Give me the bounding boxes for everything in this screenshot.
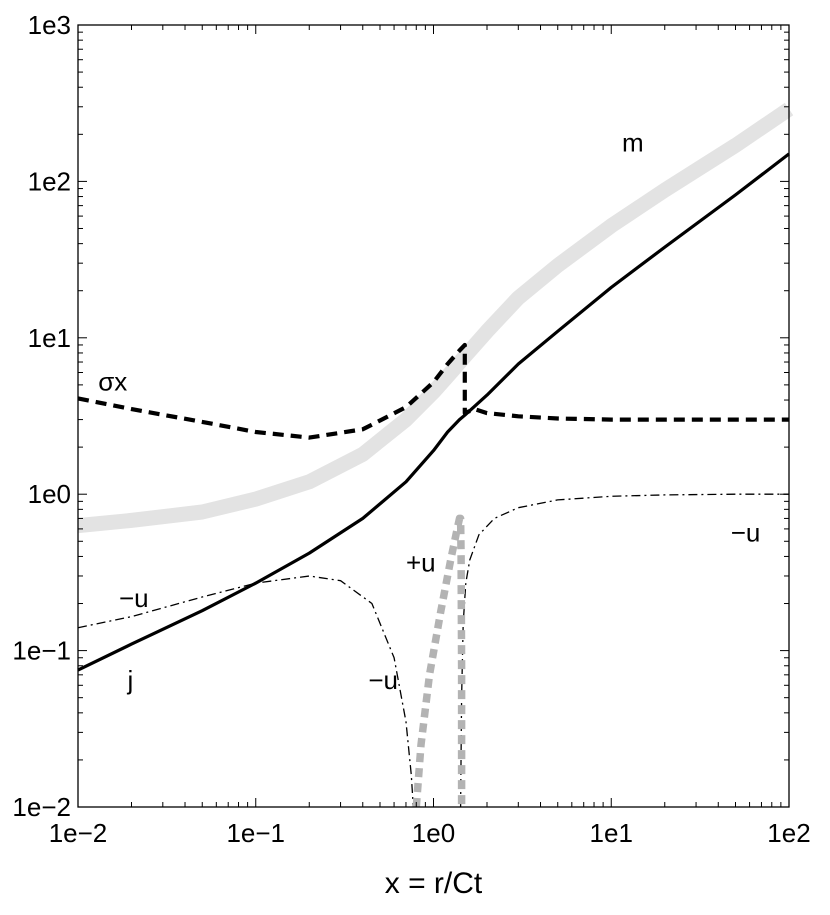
y-tick-label: 1e−1 [12,636,71,666]
series-line-4 [77,575,414,808]
series-line-6 [412,514,466,808]
series-line-3 [77,342,789,440]
series-annotation: −u [731,517,761,547]
x-tick-label: 1e1 [590,818,633,848]
series-layer [77,102,794,808]
series-line-1 [77,102,794,534]
y-tick-label: 1e3 [28,10,71,40]
tick-layer [77,24,790,808]
label-layer: 1e−2 1e−1 1e0 1e1 1e2 1e−2 1e−1 1e0 1e1 1e2 1e3 m σx… [12,10,810,848]
series-annotation: +u [406,548,436,578]
series-annotation: m [622,128,644,158]
series-annotation: σx [98,367,127,397]
x-tick-label: 1e−2 [49,818,108,848]
y-tick-label: 1e2 [28,166,71,196]
series-line-5 [459,493,789,808]
y-tick-label: 1e0 [28,479,71,509]
x-axis-title: x = r/Ct [385,867,483,900]
y-tick-label: 1e1 [28,323,71,353]
series-annotation: −u [119,583,149,613]
x-tick-label: 1e0 [412,818,455,848]
plot-frame [77,24,790,808]
series-annotation: j [127,665,134,695]
x-tick-label: 1e2 [767,818,810,848]
series-line-2 [77,152,790,672]
x-tick-label: 1e−1 [226,818,285,848]
y-tick-label: 1e−2 [12,792,71,822]
series-annotation: −u [368,665,398,695]
